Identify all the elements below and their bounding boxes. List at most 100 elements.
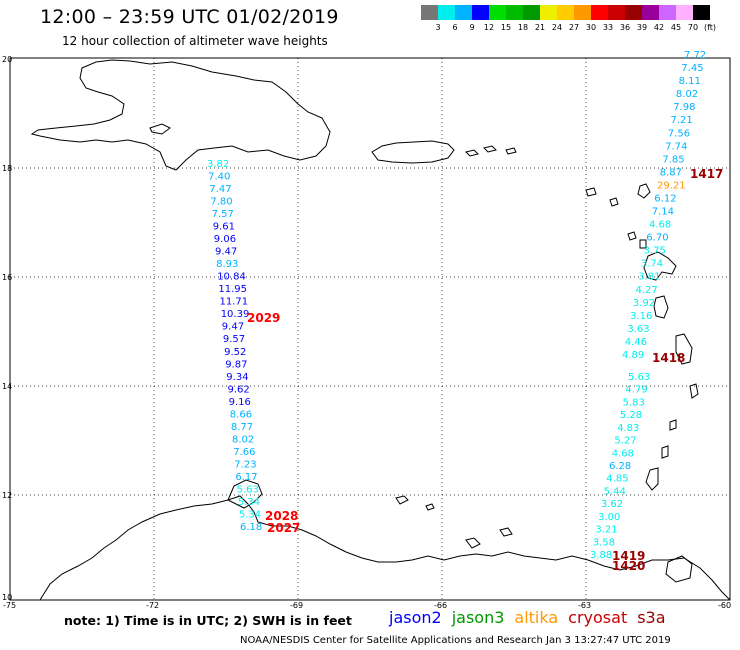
wave-height-label: 8.93: [216, 259, 238, 270]
paraguana-peninsula: [227, 479, 263, 509]
colorbar-swatch: [659, 5, 676, 20]
wave-height-label: 8.66: [230, 409, 252, 420]
colorbar-label: 12: [483, 23, 495, 32]
leeward-islands: [585, 183, 651, 249]
lon-tick-label: -60: [718, 601, 731, 610]
wave-height-label: 8.87: [660, 167, 682, 178]
orbit-label: 2028: [265, 509, 298, 523]
windward-islands: [645, 383, 699, 491]
wave-height-label: 5.63: [628, 372, 650, 383]
wave-height-label: 9.47: [215, 247, 237, 258]
colorbar-swatch: [438, 5, 455, 20]
wave-height-label: 9.34: [226, 372, 248, 383]
lat-tick-label: 18: [2, 164, 12, 173]
wave-height-label: 7.45: [681, 63, 703, 74]
wave-height-label: 9.52: [224, 347, 246, 358]
mission-cryosat: cryosat: [568, 608, 628, 627]
footer-credit: NOAA/NESDIS Center for Satellite Applica…: [240, 635, 671, 646]
altimeter-tracks: 3.827.407.477.807.579.619.069.478.9310.8…: [207, 50, 706, 561]
wave-height-label: 5.27: [614, 436, 636, 447]
colorbar-label: 24: [551, 23, 563, 32]
map-title: 12:00 – 23:59 UTC 01/02/2019: [40, 6, 339, 28]
colorbar-label: 70: [687, 23, 699, 32]
colorbar-label: 42: [653, 23, 665, 32]
colorbar-swatch: [472, 5, 489, 20]
trinidad: [665, 555, 693, 583]
wave-height-label: 4.68: [612, 448, 634, 459]
colorbar-label: 27: [568, 23, 580, 32]
orbit-label: 1419: [612, 549, 645, 563]
wave-height-label: 6.18: [240, 522, 262, 533]
wave-height-label: 7.80: [210, 197, 232, 208]
map-grid: [10, 58, 730, 600]
wave-height-label: 7.72: [684, 50, 706, 61]
wave-height-label: 6.17: [235, 472, 257, 483]
map-subtitle: 12 hour collection of altimeter wave hei…: [62, 34, 328, 48]
orbit-label: 2029: [247, 311, 280, 325]
wave-height-label: 4.68: [649, 220, 671, 231]
wave-height-label: 5.34: [238, 497, 260, 508]
wave-height-label: 9.87: [225, 359, 247, 370]
colorbar-labels: 3 6 9 12 15 18 21 24 27 30 33 36 39 42 45 70 (ft): [421, 23, 740, 35]
wave-height-label: 7.57: [212, 209, 234, 220]
wave-height-label: 7.47: [209, 184, 231, 195]
gulf-islands: [395, 495, 435, 511]
wave-height-label: 9.57: [223, 334, 245, 345]
lon-tick-label: -69: [290, 601, 303, 610]
colorbar-swatch: [693, 5, 710, 20]
orbit-label: 1420: [612, 559, 645, 573]
wave-height-label: 3.88: [590, 550, 612, 561]
wave-height-label: 9.47: [222, 322, 244, 333]
wave-height-label: 3.16: [630, 311, 652, 322]
mission-altika: altika: [514, 608, 559, 627]
mission-s3a: s3a: [637, 608, 666, 627]
orbit-label: 1417: [690, 167, 723, 181]
lat-tick-label: 12: [2, 491, 12, 500]
wave-height-label: 3.62: [601, 499, 623, 510]
colorbar-swatch: [642, 5, 659, 20]
wave-height-label: 3.75: [644, 246, 666, 257]
coastlines: [30, 59, 731, 601]
lat-tick-label: 10: [2, 593, 12, 602]
colorbar-swatch: [489, 5, 506, 20]
wave-height-label: 7.74: [665, 141, 687, 152]
wave-height-label: 8.02: [232, 434, 254, 445]
colorbar-label: 9: [469, 23, 475, 32]
wave-height-label: 3.82: [207, 159, 229, 170]
south-america-coast: [39, 495, 731, 601]
colorbar-label: 33: [602, 23, 614, 32]
wave-height-label: 3.81: [638, 272, 660, 283]
colorbar-swatch: [455, 5, 472, 20]
lat-tick-label: 14: [2, 382, 12, 391]
colorbar-label: 15: [500, 23, 512, 32]
wave-height-label: 4.79: [625, 385, 647, 396]
colorbar-swatch: [625, 5, 642, 20]
wave-height-label: 9.62: [228, 384, 250, 395]
wave-height-label: 4.46: [625, 337, 647, 348]
gonave-island: [149, 123, 171, 135]
lon-tick-label: -63: [578, 601, 591, 610]
colorbar-swatch: [557, 5, 574, 20]
wave-height-label: 4.27: [636, 285, 658, 296]
wave-height-label: 6.28: [609, 461, 631, 472]
wave-height-label: 7.66: [233, 447, 255, 458]
dominica: [653, 295, 669, 319]
wave-height-label: 6.12: [654, 194, 676, 205]
footer-note: note: 1) Time is in UTC; 2) SWH is in fe…: [64, 613, 352, 628]
margarita-island: [465, 527, 513, 549]
wave-height-label: 3.58: [593, 537, 615, 548]
map-frame: [9, 57, 731, 601]
wave-height-label: 8.02: [676, 89, 698, 100]
wave-height-label: 6.70: [646, 233, 668, 244]
wave-height-label: 7.56: [668, 128, 690, 139]
wave-height-label: 7.23: [234, 459, 256, 470]
colorbar-swatch: [523, 5, 540, 20]
colorbar-swatch: [540, 5, 557, 20]
hispaniola-coast: [30, 59, 331, 171]
lon-tick-label: -66: [434, 601, 447, 610]
wave-height-label: 5.83: [623, 397, 645, 408]
wave-height-label: 7.40: [208, 172, 230, 183]
colorbar-label: 21: [534, 23, 546, 32]
wave-height-label: 9.16: [229, 397, 251, 408]
